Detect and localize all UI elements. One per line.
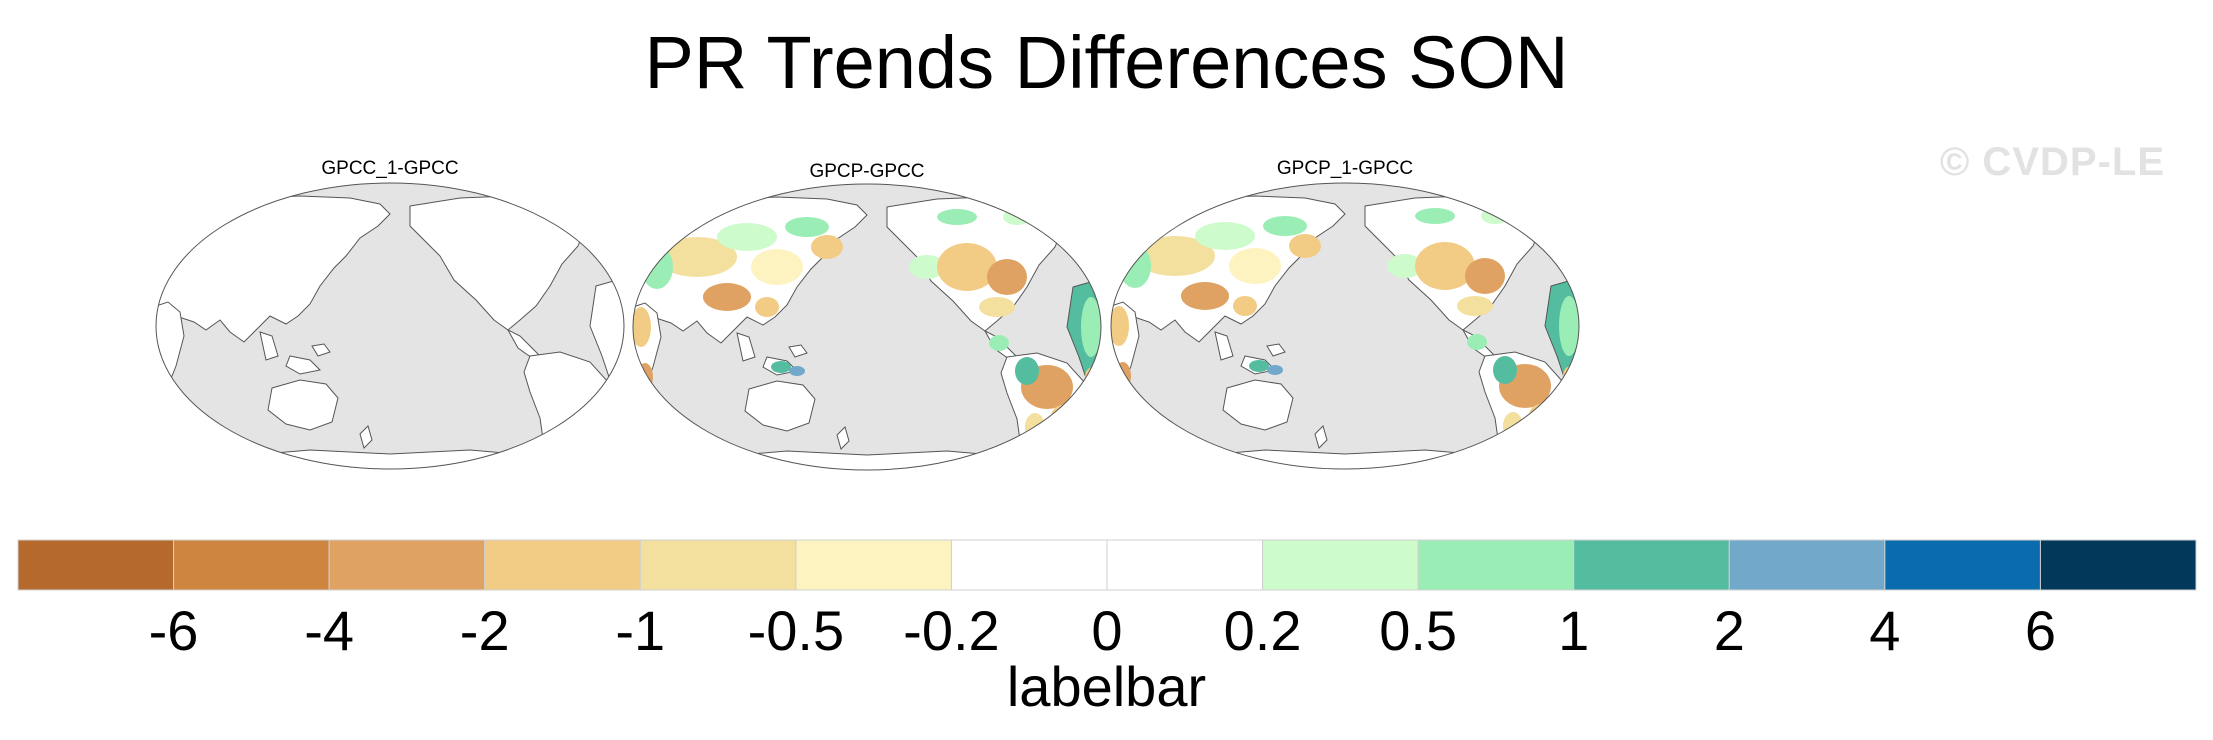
- colorbar-tick-label: -1: [615, 599, 666, 662]
- colorbar-segment: [1573, 539, 1730, 591]
- colorbar-tick-label: 1: [1558, 599, 1590, 662]
- map-panel-3: [1110, 182, 1580, 470]
- colorbar-segment: [1884, 539, 2041, 591]
- colorbar-segment: [1106, 539, 1264, 591]
- colorbar-segment: [173, 539, 330, 591]
- panel-title-3: GPCP_1-GPCC: [1276, 158, 1414, 179]
- colorbar-tick-label: -0.5: [747, 599, 845, 662]
- colorbar-segment: [484, 539, 641, 591]
- watermark: © CVDP-LE: [1939, 140, 2165, 184]
- colorbar-segment: [2039, 539, 2197, 591]
- colorbar-tick-label: 6: [2024, 599, 2056, 662]
- colorbar-segment: [950, 539, 1108, 591]
- colorbar-tick-label: -4: [304, 599, 355, 662]
- colorbar-tick-label: 2: [1713, 599, 1745, 662]
- colorbar-tick-label: 0.5: [1379, 599, 1458, 662]
- colorbar-segment: [1417, 539, 1575, 591]
- colorbar-tick-label: 0.2: [1223, 599, 1302, 662]
- colorbar-title: labelbar: [1006, 655, 1207, 718]
- colorbar-segment: [639, 539, 797, 591]
- colorbar-segment: [17, 539, 175, 591]
- colorbar-tick-label: 4: [1869, 599, 1901, 662]
- colorbar-segment: [1728, 539, 1886, 591]
- colorbar-tick-label: -0.2: [903, 599, 1000, 662]
- colorbar-segment: [1262, 539, 1419, 591]
- colorbar: [17, 539, 2197, 591]
- colorbar-tick-label: -2: [459, 599, 510, 662]
- panel-title-1: GPCC_1-GPCC: [321, 158, 459, 179]
- panel-title-2: GPCP-GPCC: [809, 161, 925, 182]
- colorbar-segment: [795, 539, 952, 591]
- colorbar-segment: [328, 539, 486, 591]
- figure-title: PR Trends Differences SON: [644, 21, 1569, 104]
- map-panel-1: [155, 182, 625, 470]
- colorbar-tick-label: 0: [1091, 599, 1123, 662]
- colorbar-tick-label: -6: [148, 599, 199, 662]
- map-panel-2: [632, 183, 1102, 471]
